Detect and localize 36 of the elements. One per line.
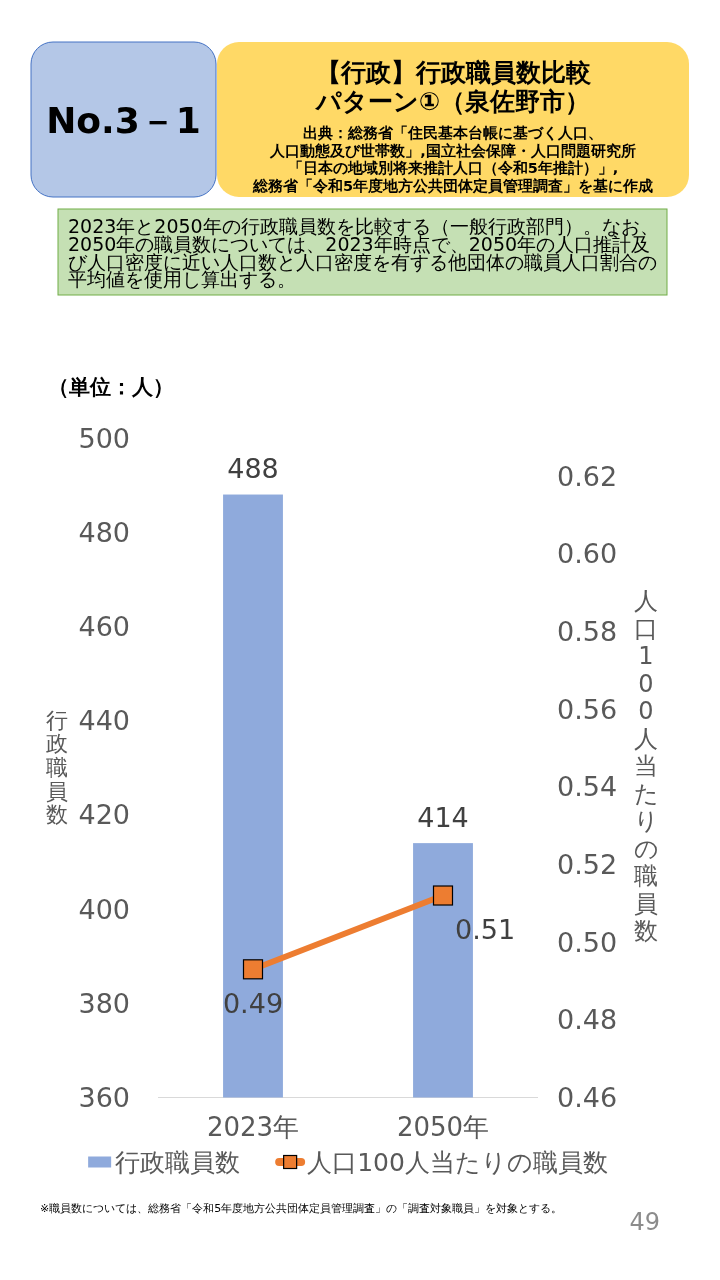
page-label: No.3－1 — [46, 99, 201, 141]
y-tick-label: 480 — [78, 516, 130, 548]
page-number: 49 — [629, 1208, 660, 1236]
legend-label: 行政職員数 — [115, 1147, 241, 1177]
y-tick-label: 360 — [78, 1082, 130, 1113]
description: 2023年と2050年の行政職員数を比較する（一般行政部門）。なお、2050年の職員数については、2023年時点で、2050年の人口推計及び人口密度に近い人口数と人口密度を有する他団体の職員人口割合の平均値を使用し算出する。 — [68, 215, 659, 291]
y2-tick-label: 0.52 — [557, 848, 618, 880]
x-tick-label: 2023年 — [206, 1112, 300, 1142]
y2-tick-label: 0.58 — [557, 615, 618, 647]
y-tick-label: 500 — [78, 422, 130, 454]
y2-tick-label: 0.48 — [557, 1004, 618, 1036]
unit-label: （単位：人） — [48, 375, 174, 399]
source-note: 人口動態及び世帯数」,国立社会保障・人口問題研究所 — [270, 142, 636, 159]
data-label: 0.49 — [222, 987, 284, 1019]
legend-label: 人口100人当たりの職員数 — [307, 1147, 608, 1177]
y2-tick-label: 0.54 — [557, 771, 618, 803]
y-tick-label: 420 — [78, 799, 130, 831]
y2-tick-label: 0.62 — [557, 460, 618, 492]
y2-tick-label: 0.60 — [557, 538, 618, 570]
y-tick-label: 400 — [78, 893, 130, 925]
data-label: 488 — [227, 453, 279, 485]
footnote: ※職員数については、総務省「令和5年度地方公共団体定員管理調査」の「調査対象職員」を対象とする。 — [40, 1201, 563, 1215]
x-tick-label: 2050年 — [396, 1112, 490, 1142]
y-tick-label: 460 — [78, 610, 130, 642]
data-label: 414 — [417, 801, 469, 833]
y2-axis-title: 人口100人当たりの職員数 — [633, 587, 659, 945]
y2-tick-label: 0.46 — [557, 1082, 618, 1113]
source-note: 出典：総務省「住民基本台帳に基づく人口、 — [303, 125, 603, 141]
source-note: 総務省「令和5年度地方公共団体定員管理調査」を基に作成 — [252, 177, 654, 194]
source-note: 「日本の地域別将来推計人口（令和5年推計）」, — [287, 160, 619, 176]
y2-tick-label: 0.50 — [557, 926, 618, 958]
chart-title: 【行政】行政職員数比較パターン①（泉佐野市） — [315, 57, 591, 115]
y-tick-label: 440 — [78, 705, 130, 737]
y-tick-label: 380 — [78, 987, 130, 1019]
y-axis-title: 行政職員数 — [46, 707, 68, 827]
y2-tick-label: 0.56 — [557, 693, 618, 725]
